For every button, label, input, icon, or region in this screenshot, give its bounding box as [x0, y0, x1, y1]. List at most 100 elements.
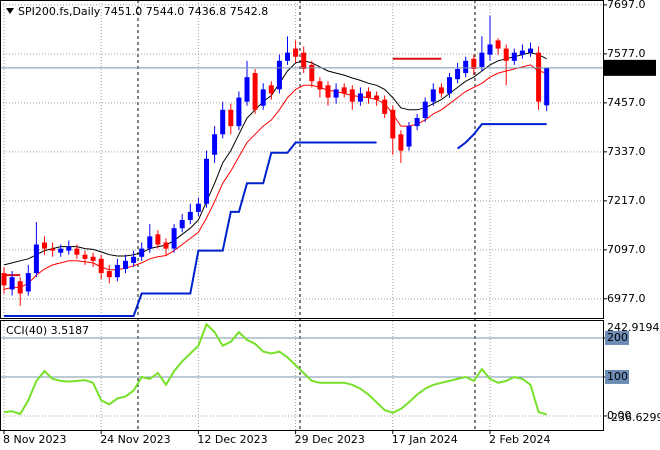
y-tick-label: 7217.0	[607, 194, 646, 207]
candle-body	[66, 246, 72, 251]
candle-body	[357, 93, 363, 102]
candle-body	[268, 85, 274, 94]
candle-body	[25, 273, 31, 292]
candle-body	[204, 158, 209, 204]
candle-body	[179, 220, 185, 229]
candle-body	[1, 273, 7, 286]
candle-body	[374, 95, 380, 100]
last-price-label: 7542.8	[607, 61, 646, 74]
x-tick-label: 2 Feb 2024	[489, 433, 550, 446]
candle-body	[349, 89, 355, 102]
level-label-box	[605, 330, 629, 345]
y-tick-label: 7697.0	[607, 0, 646, 11]
candle-body	[42, 242, 47, 249]
candle-body	[536, 52, 542, 102]
y-tick-label: 7577.0	[607, 47, 646, 60]
candle-body	[317, 81, 323, 90]
candle-body	[341, 87, 347, 94]
candle-body	[463, 60, 469, 74]
candle-body	[106, 271, 112, 278]
plot-layer	[0, 0, 603, 430]
menu-triangle	[6, 8, 14, 14]
candle-body	[430, 89, 436, 102]
range-max-label: 242.9194	[607, 321, 660, 334]
overlay-line	[3, 64, 547, 290]
x-tick-label: 29 Dec 2023	[295, 433, 365, 446]
candle-body	[390, 109, 396, 139]
candle-body	[398, 134, 404, 151]
y-tick-label: 100	[607, 370, 628, 383]
candle-body	[471, 58, 477, 69]
x-tick-label: 12 Dec 2023	[197, 433, 267, 446]
cci-panel-frame	[0, 320, 604, 431]
candle-body	[301, 52, 307, 69]
candle-body	[487, 44, 493, 55]
candle-body	[195, 203, 201, 212]
candle-body	[236, 97, 242, 127]
y-tick-label: 7337.0	[607, 145, 646, 158]
y-tick-label: 7097.0	[607, 243, 646, 256]
candle-body	[293, 48, 299, 57]
price-panel-frame	[0, 0, 604, 319]
candle-body	[455, 68, 461, 80]
y-tick-label: 0.00	[607, 409, 632, 422]
y-tick-label: 7457.0	[607, 96, 646, 109]
y-tick-label: 6977.0	[607, 292, 646, 305]
candle-body	[123, 260, 128, 270]
candle-body	[58, 248, 64, 253]
candle-body	[50, 248, 56, 251]
candle-body	[212, 134, 218, 155]
overlay-line	[3, 52, 547, 266]
x-tick-label: 24 Nov 2023	[100, 433, 170, 446]
range-min-label: -236.6299	[607, 411, 660, 424]
candle-body	[147, 236, 153, 249]
candle-body	[74, 248, 80, 255]
candle-body	[90, 256, 96, 261]
candle-body	[98, 258, 104, 274]
candle-body	[228, 109, 234, 127]
price-title: SPI200.fs,Daily 7451.0 7544.0 7436.8 754…	[18, 5, 268, 18]
candle-body	[82, 254, 88, 259]
candle-body	[422, 101, 428, 118]
candle-body	[114, 264, 120, 278]
candle-body	[528, 48, 533, 53]
x-tick-label: 8 Nov 2023	[3, 433, 66, 446]
candle-body	[187, 211, 193, 221]
candle-body	[220, 109, 226, 135]
overlay-line	[4, 123, 547, 317]
candle-body	[495, 40, 501, 49]
candle-body	[519, 50, 525, 55]
candle-body	[406, 126, 412, 147]
candle-body	[155, 234, 161, 245]
candle-body	[9, 277, 15, 290]
candle-body	[252, 73, 258, 110]
candle-body	[414, 117, 420, 127]
candle-body	[438, 87, 444, 94]
candle-body	[309, 64, 315, 82]
candle-body	[503, 48, 509, 61]
candle-body	[447, 77, 452, 94]
x-tick-label: 17 Jan 2024	[392, 433, 458, 446]
cci-title: CCI(40) 3.5187	[6, 324, 89, 337]
candle-body	[285, 52, 290, 61]
candle-body	[244, 77, 250, 102]
candle-body	[325, 85, 331, 98]
candle-body	[479, 52, 485, 67]
level-label-box	[605, 369, 629, 384]
candle-body	[544, 67, 550, 106]
cci-line	[3, 322, 547, 416]
y-tick-label: 200	[607, 331, 628, 344]
candle-body	[139, 248, 145, 257]
candle-body	[171, 228, 177, 249]
candle-body	[163, 242, 169, 249]
last-price-box	[604, 59, 656, 76]
candle-body	[17, 281, 23, 294]
candle-body	[33, 244, 39, 274]
candle-body	[366, 91, 371, 98]
candle-body	[511, 52, 517, 61]
candle-body	[131, 256, 137, 263]
candle-body	[276, 60, 282, 90]
candle-body	[382, 99, 388, 114]
candle-body	[333, 89, 339, 98]
